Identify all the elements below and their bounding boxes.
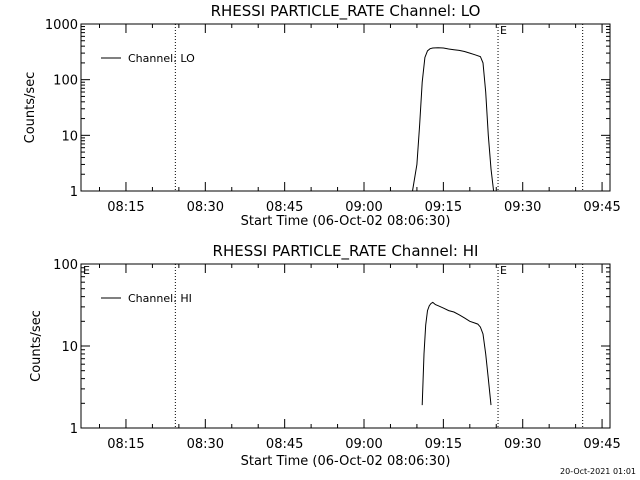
panel-channel-hi: RHESSI PARTICLE_RATE Channel: HI 1 10 100 Co… — [29, 242, 621, 469]
legend-label: Channel: HI — [128, 292, 192, 305]
x-tick-label: 08:30 — [187, 200, 224, 215]
y-tick-label: 1 — [70, 185, 78, 200]
panel-channel-lo: RHESSI PARTICLE_RATE Channel: LO 1 10 100 10… — [23, 2, 621, 229]
x-axis-label: Start Time (06-Oct-02 08:06:30) — [241, 214, 451, 229]
x-axis-label: Start Time (06-Oct-02 08:06:30) — [241, 454, 451, 469]
x-tick-label: 08:45 — [266, 200, 303, 215]
x-tick-label: 09:30 — [504, 200, 541, 215]
x-tick-label: 09:45 — [583, 200, 620, 215]
plot-frame — [80, 23, 611, 192]
x-tick-label: 09:30 — [504, 437, 541, 452]
x-tick-label: 08:45 — [266, 437, 303, 452]
y-tick-label: 100 — [53, 258, 78, 273]
series-line — [412, 47, 495, 192]
x-tick-label: 09:45 — [583, 437, 620, 452]
time-marker-label: E — [500, 264, 507, 277]
x-tick-label: 08:15 — [107, 200, 144, 215]
time-marker-label: E — [83, 264, 90, 277]
x-tick-label: 09:15 — [425, 200, 462, 215]
plot-frame — [80, 263, 611, 429]
y-tick-label: 100 — [53, 74, 78, 89]
y-tick-label: 10 — [61, 129, 78, 144]
x-tick-label: 08:15 — [107, 437, 144, 452]
legend-label: Channel: LO — [128, 52, 195, 65]
timestamp-footer: 20-Oct-2021 01:01 — [560, 467, 636, 476]
y-tick-label: 1000 — [45, 18, 78, 33]
time-marker-label: E — [500, 24, 507, 37]
chart-title: RHESSI PARTICLE_RATE Channel: LO — [211, 2, 481, 21]
series-line — [421, 301, 492, 406]
y-axis-label: Counts/sec — [29, 310, 44, 382]
y-tick-label: 10 — [61, 340, 78, 355]
x-tick-label: 08:30 — [187, 437, 224, 452]
chart-title: RHESSI PARTICLE_RATE Channel: HI — [213, 242, 479, 261]
x-tick-label: 09:00 — [345, 437, 382, 452]
x-tick-label: 09:00 — [345, 200, 382, 215]
x-tick-label: 09:15 — [425, 437, 462, 452]
y-tick-label: 1 — [70, 422, 78, 437]
y-axis-label: Counts/sec — [23, 72, 38, 144]
